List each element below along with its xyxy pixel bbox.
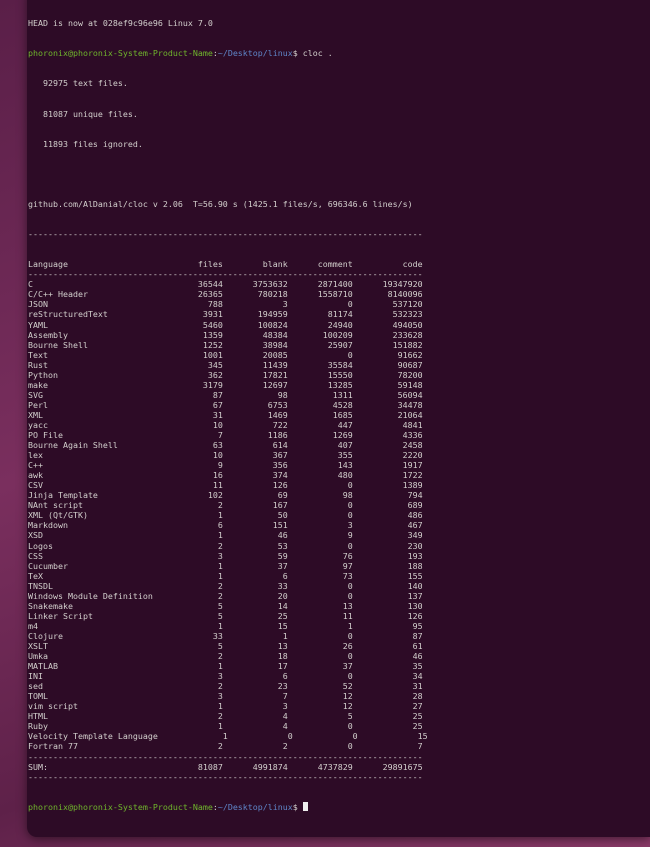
summary-line: 92975 text files.	[28, 78, 128, 89]
table-row: Clojure 33 1 0 87	[28, 630, 423, 641]
prompt-path: ~/Desktop/linux	[217, 48, 293, 59]
table-row: yacc 10 722 447 4841	[28, 419, 423, 430]
table-row: lex 10 367 355 2220	[28, 450, 423, 461]
table-row: CSV 11 126 0 1389	[28, 480, 423, 491]
separator: ----------------------------------------…	[28, 269, 423, 280]
table-row: C/C++ Header 26365 780218 1558710 814009…	[28, 289, 423, 300]
summary-line: 81087 unique files.	[28, 108, 138, 119]
table-row: NAnt script 2 167 0 689	[28, 500, 423, 511]
prompt-user: phoronix@phoronix-System-Product-Name	[28, 801, 213, 812]
table-row: TeX 1 6 73 155	[28, 570, 423, 581]
prompt-user: phoronix@phoronix-System-Product-Name	[28, 48, 213, 59]
table-row: XML (Qt/GTK) 1 50 0 486	[28, 510, 423, 521]
table-row: Umka 2 18 0 46	[28, 651, 423, 662]
table-row: reStructuredText 3931 194959 81174 53232…	[28, 309, 423, 320]
table-row: YAML 5460 100824 24940 494050	[28, 319, 423, 330]
table-row: HTML 2 4 5 25	[28, 711, 423, 722]
table-row: Snakemake 5 14 13 130	[28, 600, 423, 611]
table-row: Logos 2 53 0 230	[28, 540, 423, 551]
table-row: TNSDL 2 33 0 140	[28, 580, 423, 591]
table-row: sed 2 23 52 31	[28, 681, 423, 692]
sum-row: SUM: 81087 4991874 4737829 29891675	[28, 761, 423, 772]
separator: ----------------------------------------…	[28, 751, 423, 762]
summary-line: 11893 files ignored.	[28, 138, 143, 149]
table-row: Bourne Shell 1252 38984 25907 151882	[28, 339, 423, 350]
command-line: phoronix@phoronix-System-Product-Name:~/…	[28, 48, 333, 59]
prompt-line[interactable]: phoronix@phoronix-System-Product-Name:~/…	[28, 801, 650, 812]
table-row: Fortran 77 2 2 0 7	[28, 741, 423, 752]
separator: ----------------------------------------…	[28, 229, 423, 240]
table-row: Cucumber 1 37 97 188	[28, 560, 423, 571]
terminal-window[interactable]: HEAD is now at 028ef9c96e96 Linux 7.0 ph…	[27, 0, 650, 837]
table-row: XSLT 5 13 26 61	[28, 641, 423, 651]
table-row: Python 362 17821 15550 78200	[28, 369, 423, 380]
table-row: Markdown 6 151 3 467	[28, 520, 423, 531]
table-row: XML 31 1469 1685 21064	[28, 409, 423, 420]
table-row: MATLAB 1 17 37 35	[28, 661, 423, 672]
table-row: XSD 1 46 9 349	[28, 530, 423, 541]
table-row: Rust 345 11439 35584 90687	[28, 359, 423, 370]
blank-line	[28, 169, 650, 179]
table-row: make 3179 12697 13285 59148	[28, 379, 423, 390]
table-row: Text 1001 20085 0 91662	[28, 349, 423, 360]
table-row: awk 16 374 480 1722	[28, 470, 423, 481]
table-row: vim script 1 3 12 27	[28, 701, 423, 712]
table-row: C++ 9 356 143 1917	[28, 460, 423, 471]
table-row: CSS 3 59 76 193	[28, 550, 423, 561]
table-row: Perl 67 6753 4528 34478	[28, 399, 423, 410]
table-row: TOML 3 7 12 28	[28, 691, 423, 702]
prompt-path: ~/Desktop/linux	[217, 801, 293, 812]
table-header: Language files blank comment code	[28, 259, 423, 270]
table-row: Bourne Again Shell 63 614 407 2458	[28, 440, 423, 451]
table-row: Linker Script 5 25 11 126	[28, 610, 423, 621]
table-row: C 36544 3753632 2871400 19347920	[28, 279, 423, 290]
cursor	[302, 801, 308, 811]
table-row: Velocity Template Language 1 0 0 15	[28, 731, 428, 742]
table-row: Jinja Template 102 69 98 794	[28, 490, 423, 501]
table-row: Assembly 1359 48384 100209 233628	[28, 329, 423, 340]
table-row: SVG 87 98 1311 56094	[28, 389, 423, 400]
command-text: cloc .	[302, 48, 333, 59]
table-row: Windows Module Definition 2 20 0 137	[28, 590, 423, 601]
separator: ----------------------------------------…	[28, 771, 423, 782]
cloc-table: Language files blank comment code -------…	[28, 259, 650, 781]
version-line: github.com/AlDanial/cloc v 2.06 T=56.90 …	[28, 198, 413, 209]
table-row: INI 3 6 0 34	[28, 671, 423, 682]
table-row: Ruby 1 4 0 25	[28, 721, 423, 732]
head-line: HEAD is now at 028ef9c96e96 Linux 7.0	[28, 18, 213, 29]
table-row: JSON 788 3 0 537120	[28, 299, 423, 310]
table-row: m4 1 15 1 95	[28, 620, 423, 631]
table-row: PO File 7 1186 1269 4336	[28, 430, 423, 441]
terminal-output: HEAD is now at 028ef9c96e96 Linux 7.0 ph…	[28, 0, 650, 832]
